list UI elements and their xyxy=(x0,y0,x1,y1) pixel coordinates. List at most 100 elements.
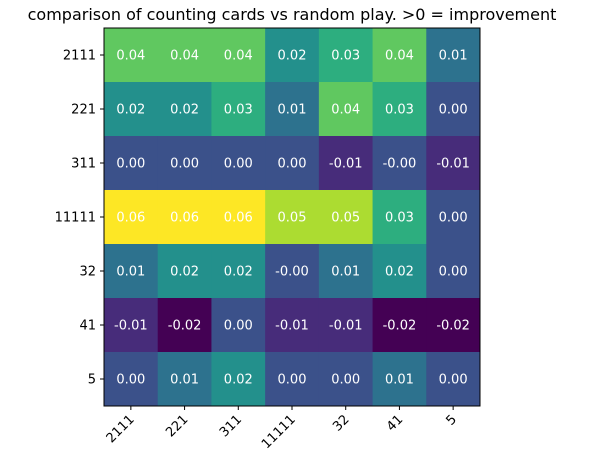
cell-value-label: 0.02 xyxy=(224,265,253,280)
cell-value-label: 0.00 xyxy=(170,157,199,172)
cell-value-label: -0.02 xyxy=(436,319,470,334)
heatmap-cell xyxy=(372,244,427,299)
x-tick-label: 32 xyxy=(330,412,352,434)
y-tick-label: 41 xyxy=(79,319,96,334)
heatmap-cell xyxy=(104,298,159,353)
cell-value-label: 0.06 xyxy=(224,211,253,226)
cell-value-label: 0.05 xyxy=(331,211,360,226)
cell-value-label: -0.01 xyxy=(114,319,148,334)
heatmap-cell xyxy=(426,82,481,137)
cell-value-label: 0.03 xyxy=(385,211,414,226)
cell-value-label: 0.00 xyxy=(439,265,468,280)
heatmap-cell xyxy=(157,82,212,137)
heatmap-cell xyxy=(318,28,374,83)
cell-value-label: 0.04 xyxy=(331,103,360,118)
cell-value-label: 0.02 xyxy=(224,373,253,388)
heatmap-cell xyxy=(426,136,481,191)
heatmap-cell xyxy=(426,190,481,245)
cell-value-label: 0.00 xyxy=(116,157,145,172)
heatmap-cells xyxy=(104,28,481,407)
cell-value-label: 0.03 xyxy=(385,103,414,118)
cell-value-label: 0.04 xyxy=(116,49,145,64)
y-tick-label: 11111 xyxy=(55,211,96,226)
cell-value-label: 0.02 xyxy=(116,103,145,118)
y-tick-label: 221 xyxy=(71,103,96,118)
heatmap-cell xyxy=(104,28,159,83)
heatmap-cell xyxy=(426,28,481,83)
cell-value-label: -0.02 xyxy=(168,319,202,334)
y-tick-label: 311 xyxy=(71,157,96,172)
cell-value-label: 0.01 xyxy=(116,265,145,280)
heatmap-cell xyxy=(318,82,374,137)
heatmap-cell xyxy=(426,298,481,353)
heatmap-cell xyxy=(318,190,374,245)
heatmap-cell xyxy=(318,352,374,407)
heatmap-cell xyxy=(211,298,266,353)
heatmap-cell xyxy=(211,136,266,191)
cell-value-label: 0.04 xyxy=(224,49,253,64)
heatmap-cell xyxy=(265,244,320,299)
cell-value-label: 0.00 xyxy=(224,157,253,172)
x-axis: 2111 221 311 11111 32 41 5 xyxy=(104,406,460,452)
heatmap-cell xyxy=(157,352,212,407)
cell-value-label: 0.00 xyxy=(116,373,145,388)
cell-value-label: 0.01 xyxy=(170,373,199,388)
cell-value-label: -0.00 xyxy=(275,265,309,280)
x-tick-label: 11111 xyxy=(259,412,299,452)
heatmap-cell xyxy=(104,352,159,407)
heatmap-cell xyxy=(318,136,374,191)
heatmap-cell xyxy=(372,352,427,407)
heatmap-cell xyxy=(265,136,320,191)
heatmap-cell xyxy=(104,136,159,191)
cell-value-label: 0.02 xyxy=(170,265,199,280)
heatmap-cell xyxy=(211,190,266,245)
cell-value-label: 0.01 xyxy=(439,49,468,64)
heatmap-cell xyxy=(104,244,159,299)
heatmap-cell xyxy=(265,298,320,353)
heatmap-cell xyxy=(157,244,212,299)
heatmap-cell xyxy=(372,136,427,191)
cell-value-label: 0.00 xyxy=(439,103,468,118)
cell-value-label: 0.06 xyxy=(116,211,145,226)
cell-value-label: -0.02 xyxy=(383,319,417,334)
heatmap-cell xyxy=(157,298,212,353)
cell-value-label: -0.01 xyxy=(275,319,309,334)
heatmap-cell xyxy=(372,190,427,245)
x-tick-label: 221 xyxy=(163,412,191,440)
heatmap-cell xyxy=(265,352,320,407)
heatmap-cell xyxy=(318,244,374,299)
heatmap-cell xyxy=(265,28,320,83)
heatmap-cell xyxy=(211,82,266,137)
heatmap-cell xyxy=(211,244,266,299)
cell-value-label: 0.04 xyxy=(385,49,414,64)
cell-value-label: -0.00 xyxy=(383,157,417,172)
x-tick-label: 41 xyxy=(384,412,406,434)
cell-value-label: 0.00 xyxy=(439,211,468,226)
y-tick-label: 5 xyxy=(88,373,96,388)
y-tick-label: 2111 xyxy=(63,49,96,64)
heatmap-cell xyxy=(318,298,374,353)
x-tick-label: 5 xyxy=(444,412,460,428)
heatmap-cell xyxy=(104,190,159,245)
x-tick-label: 311 xyxy=(217,412,245,440)
heatmap-cell xyxy=(372,298,427,353)
chart-title: comparison of counting cards vs random p… xyxy=(28,5,557,24)
cell-value-label: 0.00 xyxy=(278,373,307,388)
cell-value-label: 0.05 xyxy=(278,211,307,226)
cell-value-label: 0.00 xyxy=(331,373,360,388)
cell-value-label: 0.02 xyxy=(170,103,199,118)
heatmap-cell xyxy=(426,352,481,407)
heatmap-cell xyxy=(211,28,266,83)
heatmap-cell xyxy=(157,28,212,83)
heatmap-cell xyxy=(265,190,320,245)
cell-value-label: 0.01 xyxy=(278,103,307,118)
heatmap-cell xyxy=(265,82,320,137)
heatmap-cell xyxy=(372,28,427,83)
cell-value-label: 0.01 xyxy=(385,373,414,388)
cell-value-label: 0.01 xyxy=(331,265,360,280)
heatmap-cell xyxy=(157,190,212,245)
cell-value-label: 0.02 xyxy=(278,49,307,64)
heatmap-cell xyxy=(372,82,427,137)
heatmap-cell xyxy=(157,136,212,191)
